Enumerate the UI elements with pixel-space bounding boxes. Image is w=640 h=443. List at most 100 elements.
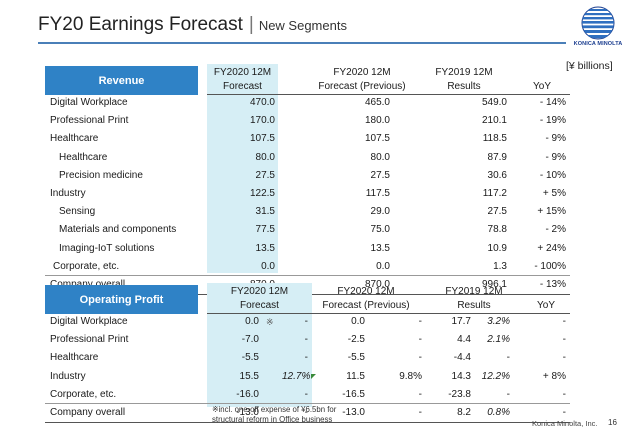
row-label: Digital Workplace bbox=[50, 97, 128, 109]
forecast-value: 77.5 bbox=[255, 224, 275, 236]
row-label: Industry bbox=[50, 188, 86, 200]
table-row-total: Company overall -13.0 - -13.0 - 8.2 0.8%… bbox=[45, 403, 570, 423]
results-value: 1.3 bbox=[428, 257, 510, 277]
previous-margin: - bbox=[418, 352, 422, 364]
table-row: Professional Print 170.0 180.0 210.1 - 1… bbox=[45, 112, 570, 130]
previous-value: 27.5 bbox=[370, 169, 390, 181]
yoy-value: - bbox=[562, 352, 566, 364]
yoy-value: + 15% bbox=[537, 206, 566, 218]
op-profit-header-rule bbox=[207, 313, 570, 314]
results-value: 117.2 bbox=[482, 188, 507, 200]
previous-value: -16.5 bbox=[310, 385, 368, 405]
previous-value: 870.0 bbox=[278, 275, 428, 295]
previous-value: -5.5 bbox=[347, 352, 365, 364]
op-profit-col-yoy: YoY bbox=[537, 300, 555, 311]
results-value: 4.4 bbox=[457, 334, 471, 346]
yoy-value: + 24% bbox=[537, 242, 566, 254]
revenue-table: Digital Workplace 470.0 465.0 549.0 - 14… bbox=[45, 94, 570, 295]
op-profit-col-forecast: FY2020 12M Forecast bbox=[207, 285, 312, 313]
forecast-value: 13.5 bbox=[255, 242, 275, 254]
revenue-col-results-line2: Results bbox=[447, 81, 481, 92]
page-title: FY20 Earnings Forecast bbox=[38, 14, 243, 35]
revenue-forecast-highlight bbox=[207, 64, 278, 273]
previous-value: 75.0 bbox=[370, 224, 390, 236]
yoy-value: - bbox=[512, 385, 570, 405]
row-label: Corporate, etc. bbox=[45, 385, 207, 405]
logo-wordmark: KONICA MINOLTA bbox=[573, 41, 623, 47]
row-label: Healthcare bbox=[59, 151, 108, 163]
row-label: Precision medicine bbox=[59, 169, 143, 181]
forecast-value: 170.0 bbox=[249, 115, 275, 127]
table-row: Materials and components 77.5 75.0 78.8 … bbox=[45, 221, 570, 239]
forecast-margin: - bbox=[304, 352, 308, 364]
previous-margin: 9.8% bbox=[399, 370, 422, 382]
forecast-value: 31.5 bbox=[255, 206, 275, 218]
row-label: Materials and components bbox=[59, 224, 177, 236]
previous-margin: - bbox=[368, 385, 424, 405]
forecast-note-mark bbox=[262, 349, 282, 367]
table-row: Healthcare 107.5 107.5 118.5 - 9% bbox=[45, 130, 570, 148]
revenue-col-previous-line2: Forecast (Previous) bbox=[318, 81, 406, 92]
forecast-value: -16.0 bbox=[207, 385, 262, 405]
company-logo: KONICA MINOLTA bbox=[567, 6, 629, 58]
globe-logo-icon bbox=[581, 6, 615, 40]
table-row: Digital Workplace 470.0 465.0 549.0 - 14… bbox=[45, 94, 570, 112]
table-row: Industry 122.5 117.5 117.2 + 5% bbox=[45, 185, 570, 203]
cell-comment-marker-icon bbox=[311, 374, 316, 379]
results-value: 118.5 bbox=[482, 133, 507, 145]
forecast-value: 0.0 bbox=[207, 257, 278, 277]
revenue-col-yoy: YoY bbox=[533, 81, 551, 92]
forecast-value: 80.0 bbox=[255, 151, 275, 163]
yoy-value: - bbox=[562, 316, 566, 328]
previous-value: 0.0 bbox=[351, 316, 365, 328]
forecast-margin: - bbox=[282, 385, 310, 405]
revenue-col-forecast-line2: Forecast bbox=[223, 81, 262, 92]
op-profit-col-forecast-line1: FY2020 12M bbox=[230, 286, 289, 297]
table-row: Corporate, etc. 0.0 0.0 1.3 - 100% bbox=[45, 257, 570, 277]
results-value: 27.5 bbox=[487, 206, 507, 218]
previous-value: 11.5 bbox=[346, 370, 365, 382]
op-profit-col-previous-line1: FY2020 12M bbox=[337, 286, 395, 297]
results-value: 30.6 bbox=[487, 169, 507, 181]
units-label: [¥ billions] bbox=[566, 60, 613, 72]
results-value: 87.9 bbox=[487, 151, 507, 163]
results-margin: - bbox=[474, 385, 512, 405]
forecast-value: -5.5 bbox=[241, 352, 259, 364]
results-margin: 12.2% bbox=[481, 370, 510, 382]
page-number: 16 bbox=[608, 418, 617, 427]
page-subtitle: New Segments bbox=[258, 18, 347, 33]
yoy-value: - 10% bbox=[539, 169, 566, 181]
row-label: Professional Print bbox=[50, 334, 129, 346]
forecast-note-mark bbox=[262, 385, 282, 405]
revenue-col-results-line1: FY2019 12M bbox=[435, 67, 493, 78]
yoy-value: - 9% bbox=[545, 133, 566, 145]
previous-margin: - bbox=[418, 334, 422, 346]
yoy-value: + 8% bbox=[542, 370, 566, 382]
yoy-value: + 5% bbox=[542, 188, 566, 200]
forecast-value: 27.5 bbox=[255, 169, 275, 181]
table-row: Industry 15.5 12.7% 11.5 9.8% 14.3 12.2%… bbox=[45, 368, 570, 386]
op-profit-col-results: FY2019 12M Results bbox=[424, 285, 524, 313]
table-row: Imaging-IoT solutions 13.5 13.5 10.9 + 2… bbox=[45, 240, 570, 258]
revenue-col-forecast-line1: FY2020 12M bbox=[213, 67, 272, 78]
revenue-col-previous-line1: FY2020 12M bbox=[333, 67, 391, 78]
revenue-col-results: FY2019 12M Results bbox=[424, 66, 504, 94]
row-label: Professional Print bbox=[50, 115, 129, 127]
results-value: 78.8 bbox=[487, 224, 507, 236]
forecast-note-mark bbox=[262, 368, 282, 386]
revenue-header-rule bbox=[207, 94, 570, 95]
results-value: -23.8 bbox=[424, 385, 474, 405]
table-row: Digital Workplace 0.0 ※ - 0.0 - 17.7 3.2… bbox=[45, 313, 570, 331]
row-label: Healthcare bbox=[50, 352, 99, 364]
page-title-area: FY20 Earnings Forecast | New Segments bbox=[38, 14, 347, 36]
previous-value: 13.5 bbox=[370, 242, 390, 254]
row-label: Imaging-IoT solutions bbox=[59, 242, 155, 254]
results-value: -4.4 bbox=[453, 352, 471, 364]
results-value: 17.7 bbox=[451, 316, 471, 328]
previous-margin: - bbox=[368, 403, 424, 423]
forecast-value: 15.5 bbox=[239, 370, 259, 382]
row-label: Sensing bbox=[59, 206, 96, 218]
forecast-note-mark bbox=[262, 331, 282, 349]
row-label: Industry bbox=[50, 370, 86, 382]
yoy-value: - 9% bbox=[545, 151, 566, 163]
